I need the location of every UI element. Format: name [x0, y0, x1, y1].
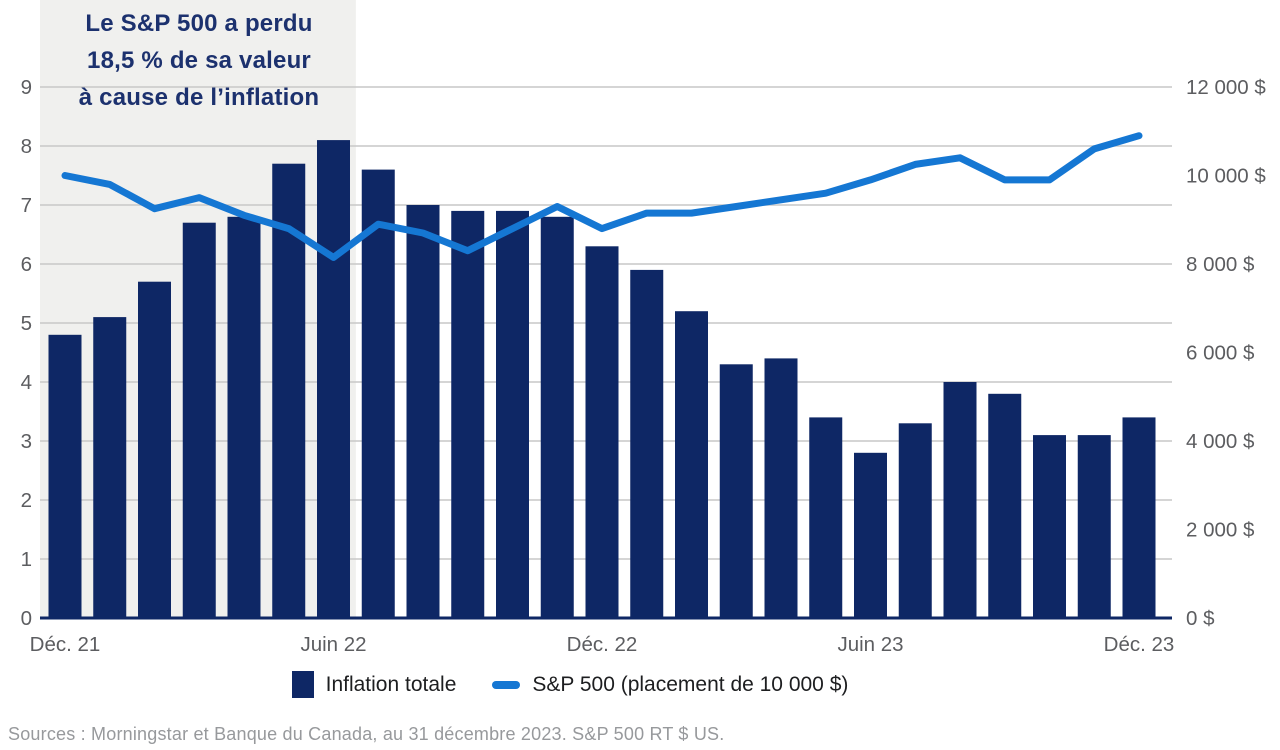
source-note: Sources : Morningstar et Banque du Canad…	[8, 724, 725, 744]
left-axis-tick-label: 0	[21, 607, 32, 630]
left-axis-tick-label: 6	[21, 253, 32, 276]
right-axis-tick-label: 2 000 $	[1186, 519, 1255, 542]
x-axis-labels: Déc. 21 Juin 22 Déc. 22 Juin 23 Déc. 23	[30, 633, 1175, 656]
x-axis-tick-label: Déc. 22	[567, 633, 638, 656]
bar	[898, 423, 932, 618]
left-axis-tick-label: 1	[21, 548, 32, 571]
bar	[182, 222, 216, 618]
bar	[496, 210, 529, 618]
legend-item-sp500: S&P 500 (placement de 10 000 $)	[492, 673, 848, 697]
x-axis-tick-label: Juin 23	[837, 633, 903, 656]
bar	[854, 452, 887, 618]
line-swatch-icon	[492, 680, 521, 689]
bar	[585, 246, 619, 619]
bar	[630, 269, 664, 618]
right-axis-tick-label: 4 000 $	[1186, 430, 1255, 453]
bar	[764, 358, 798, 618]
bar	[943, 382, 977, 618]
bar	[361, 169, 395, 618]
right-axis-tick-label: 6 000 $	[1186, 342, 1255, 365]
right-axis-tick-label: 0 $	[1186, 607, 1215, 630]
bar-swatch-icon	[291, 671, 314, 698]
annotation-callout: Le S&P 500 a perdu 18,5 % de sa valeur à…	[40, 5, 358, 116]
line-series-sp500	[61, 132, 1143, 261]
legend-item-inflation: Inflation totale	[291, 671, 457, 698]
annotation-line-1: Le S&P 500 a perdu	[85, 10, 313, 37]
bar	[809, 417, 843, 618]
right-axis-tick-label: 10 000 $	[1186, 165, 1266, 188]
left-axis-tick-label: 7	[21, 194, 32, 217]
chart-legend: Inflation totale S&P 500 (placement de 1…	[0, 671, 1140, 698]
bar	[317, 140, 350, 618]
annotation-line-2: 18,5 % de sa valeur	[87, 47, 311, 74]
bar	[227, 216, 261, 619]
bar	[451, 210, 485, 618]
x-axis-tick-label: Juin 22	[300, 633, 366, 656]
x-axis-tick-label: Déc. 23	[1104, 633, 1175, 656]
left-axis-tick-label: 2	[21, 489, 32, 512]
left-axis-tick-label: 3	[21, 430, 32, 453]
legend-label-inflation: Inflation totale	[325, 672, 457, 696]
bar	[675, 311, 708, 618]
bar	[406, 205, 440, 618]
left-axis-tick-label: 5	[21, 312, 32, 335]
left-axis-tick-label: 8	[21, 135, 32, 158]
left-axis-tick-label: 9	[21, 76, 32, 99]
left-axis-labels: 0 1 2 3 4 5 6 7 8 9	[21, 76, 32, 630]
left-axis-tick-label: 4	[21, 371, 32, 394]
right-axis-labels: 0 $ 2 000 $ 4 000 $ 6 000 $ 8 000 $ 10 000 $ 1…	[1186, 76, 1266, 630]
bar-series-inflation	[48, 140, 1156, 619]
bar	[138, 281, 171, 618]
bar	[1077, 435, 1111, 618]
right-axis-tick-label: 8 000 $	[1186, 253, 1255, 276]
x-axis-tick-label: Déc. 21	[30, 633, 101, 656]
bar	[93, 317, 127, 618]
annotation-line-3: à cause de l’inflation	[78, 84, 320, 111]
bar	[48, 334, 82, 618]
legend-label-sp500: S&P 500 (placement de 10 000 $)	[532, 672, 849, 696]
bar	[540, 216, 574, 619]
right-axis-tick-label: 12 000 $	[1186, 76, 1266, 99]
bar	[719, 364, 753, 618]
bar	[1033, 435, 1066, 618]
bar	[988, 393, 1022, 618]
bar	[1122, 417, 1156, 618]
